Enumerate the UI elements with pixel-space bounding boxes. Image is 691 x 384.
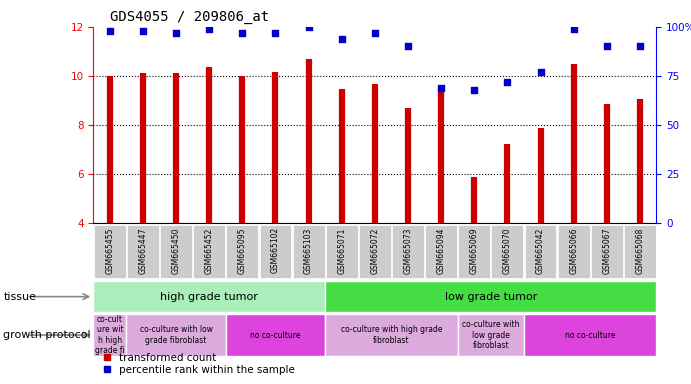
Text: GSM665447: GSM665447 [138,227,147,274]
Text: GSM665452: GSM665452 [205,227,214,273]
Point [138,28,149,34]
Text: GSM665455: GSM665455 [105,227,114,274]
Bar [193,225,225,278]
Point [468,86,480,93]
Point [104,28,115,34]
Text: GSM665450: GSM665450 [171,227,180,274]
Text: co-culture with
low grade
fibroblast: co-culture with low grade fibroblast [462,320,520,350]
Bar [558,225,589,278]
Point [270,30,281,36]
Point [435,84,446,91]
Bar [94,225,126,278]
Bar [160,225,192,278]
Point [237,30,248,36]
Bar [227,225,258,278]
Bar [491,225,523,278]
Text: growth protocol: growth protocol [3,330,91,340]
Text: GSM665069: GSM665069 [470,227,479,274]
Text: GSM665073: GSM665073 [404,227,413,274]
Bar [126,314,226,356]
Text: GSM665042: GSM665042 [536,227,545,273]
Bar [524,314,656,356]
Point [502,79,513,85]
Point [634,43,645,50]
Text: GSM665072: GSM665072 [370,227,379,273]
Text: high grade tumor: high grade tumor [160,291,258,302]
Bar [325,281,656,312]
Text: GSM665103: GSM665103 [304,227,313,273]
Bar [260,225,292,278]
Point [601,43,612,50]
Bar [392,225,424,278]
Bar [524,225,556,278]
Bar [93,314,126,356]
Text: GSM665070: GSM665070 [503,227,512,274]
Bar [359,225,391,278]
Bar [226,314,325,356]
Text: GSM665071: GSM665071 [337,227,346,273]
Bar [325,314,457,356]
Text: GSM665094: GSM665094 [437,227,446,274]
Point [568,26,579,32]
Legend: transformed count, percentile rank within the sample: transformed count, percentile rank withi… [99,348,299,379]
Text: tissue: tissue [3,291,37,302]
Bar [591,225,623,278]
Text: GDS4055 / 209806_at: GDS4055 / 209806_at [110,10,269,25]
Point [535,69,546,75]
Bar [293,225,325,278]
Text: co-cult
ure wit
h high
grade fi: co-cult ure wit h high grade fi [95,315,124,355]
Point [204,26,215,32]
Bar [326,225,358,278]
Text: co-culture with high grade
fibroblast: co-culture with high grade fibroblast [341,325,442,345]
Point [369,30,380,36]
Text: GSM665067: GSM665067 [603,227,612,274]
Point [337,36,348,42]
Text: no co-culture: no co-culture [250,331,301,339]
Bar [457,314,524,356]
Text: GSM665068: GSM665068 [636,227,645,273]
Bar [425,225,457,278]
Bar [93,281,325,312]
Text: no co-culture: no co-culture [565,331,616,339]
Bar [127,225,159,278]
Text: GSM665095: GSM665095 [238,227,247,274]
Bar [624,225,656,278]
Point [171,30,182,36]
Text: co-culture with low
grade fibroblast: co-culture with low grade fibroblast [140,325,213,345]
Text: GSM665066: GSM665066 [569,227,578,274]
Text: low grade tumor: low grade tumor [444,291,537,302]
Point [402,43,413,50]
Point [303,24,314,30]
Bar [458,225,490,278]
Text: GSM665102: GSM665102 [271,227,280,273]
